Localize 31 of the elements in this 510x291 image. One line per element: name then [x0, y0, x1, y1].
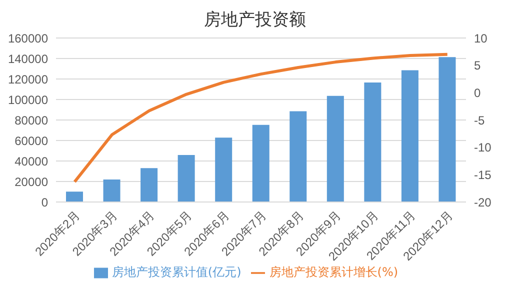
y-tick-label: 60000: [14, 134, 48, 148]
y-tick-label: 40000: [14, 154, 48, 168]
y2-tick-label: -20: [474, 195, 492, 210]
y-tick-label: 120000: [8, 72, 48, 86]
bar: [103, 179, 120, 202]
bar: [66, 192, 83, 202]
y2-tick-label: -5: [474, 113, 485, 128]
bar: [215, 138, 232, 202]
y-tick-label: 80000: [14, 113, 48, 128]
y2-tick-label: -15: [474, 168, 492, 182]
bar: [364, 82, 382, 202]
legend-label: 房地产投资累计增长(%): [269, 265, 398, 279]
bar: [401, 70, 418, 202]
y2-tick-label: 10: [474, 31, 488, 46]
y-tick-label: 160000: [8, 31, 48, 46]
y-tick-label: 100000: [8, 92, 48, 107]
line-series: [73, 52, 449, 184]
y-tick-label: 0: [41, 195, 48, 210]
bar: [140, 168, 158, 202]
y-tick-label: 20000: [14, 174, 48, 189]
bar: [290, 111, 307, 202]
bar: [326, 96, 344, 202]
bar: [178, 154, 195, 202]
bar: [252, 124, 270, 202]
y2-tick-label: 5: [474, 58, 481, 73]
bar: [438, 57, 456, 202]
y2-tick-label: 0: [474, 86, 481, 100]
y2-tick-label: -10: [474, 140, 492, 155]
legend-label: 房地产投资累计值(亿元): [112, 265, 242, 279]
chart-title: 房地产投资额: [203, 9, 307, 30]
y-tick-label: 140000: [8, 52, 48, 66]
